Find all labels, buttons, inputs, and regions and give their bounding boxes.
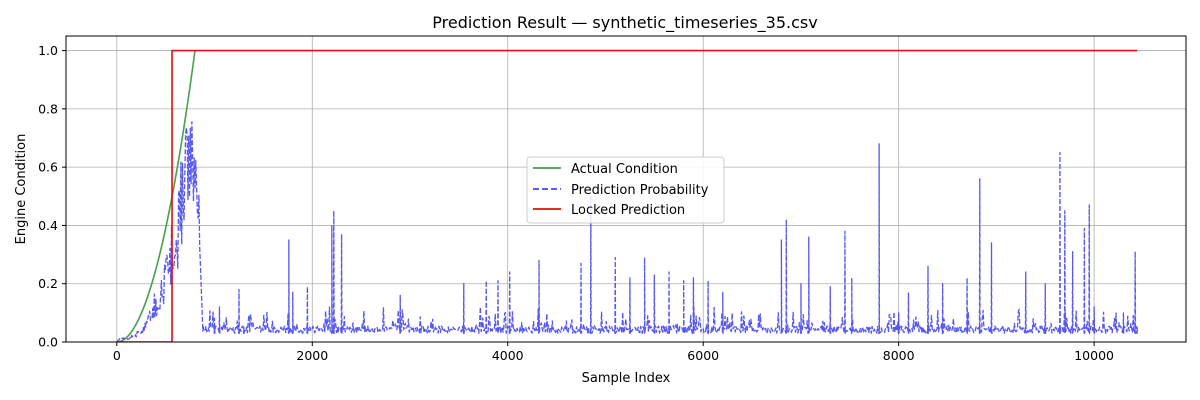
series-layer <box>116 49 1139 342</box>
x-axis-ticks: 0 2000 4000 6000 8000 10000 <box>113 342 1114 363</box>
legend-box <box>526 156 725 224</box>
x-tick-label: 2000 <box>296 348 328 363</box>
y-tick-label: 0.0 <box>38 335 58 350</box>
series-line-locked-prediction <box>116 49 1138 342</box>
x-axis-label: Sample Index <box>582 371 671 386</box>
y-tick-label: 1.0 <box>38 43 58 58</box>
axes-frame <box>65 35 1187 343</box>
series-line-actual-condition <box>116 50 196 342</box>
x-tick-label: 6000 <box>687 348 719 363</box>
x-tick-label: 8000 <box>883 348 915 363</box>
x-tick-label: 10000 <box>1074 348 1114 363</box>
y-tick-label: 0.8 <box>38 101 58 116</box>
x-tick-label: 0 <box>113 348 121 363</box>
y-axis-label: Engine Condition <box>14 134 29 245</box>
series-line-prediction-probability <box>116 121 1139 342</box>
y-tick-label: 0.2 <box>38 276 58 291</box>
chart-title: Prediction Result — synthetic_timeseries… <box>432 13 817 33</box>
legend-label-locked: Locked Prediction <box>571 203 685 218</box>
x-tick-label: 4000 <box>492 348 524 363</box>
legend: Actual Condition Prediction Probability … <box>526 156 725 224</box>
y-axis-ticks: 0.0 0.2 0.4 0.6 0.8 1.0 <box>38 43 66 350</box>
plot-area <box>116 49 1139 342</box>
y-tick-label: 0.6 <box>38 160 58 175</box>
legend-label-prediction: Prediction Probability <box>571 183 709 198</box>
y-tick-label: 0.4 <box>38 218 58 233</box>
legend-label-actual: Actual Condition <box>571 162 678 177</box>
